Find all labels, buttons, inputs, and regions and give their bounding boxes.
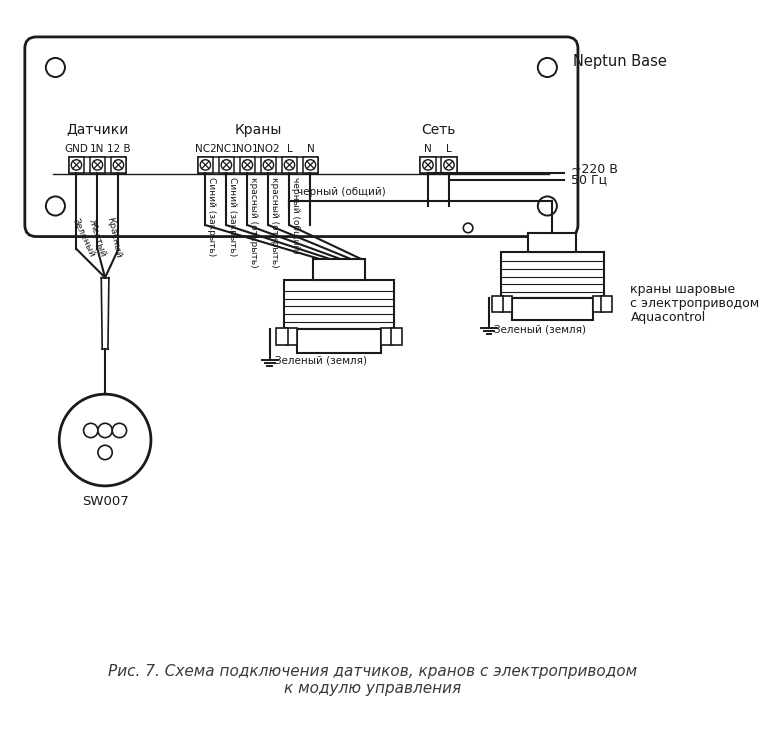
Circle shape <box>98 423 112 437</box>
Text: 12 В: 12 В <box>107 145 130 154</box>
Bar <box>198 157 318 172</box>
Circle shape <box>112 423 126 437</box>
Circle shape <box>243 160 253 170</box>
Text: черный (общий): черный (общий) <box>292 177 300 254</box>
Bar <box>69 157 126 172</box>
Text: Синий (закрыть): Синий (закрыть) <box>207 177 216 257</box>
Circle shape <box>98 445 112 459</box>
Text: GND: GND <box>65 145 88 154</box>
Circle shape <box>463 223 473 233</box>
Text: Синий (закрыть): Синий (закрыть) <box>229 177 237 257</box>
Circle shape <box>113 160 124 170</box>
Text: Сеть: Сеть <box>421 123 456 136</box>
Text: SW007: SW007 <box>82 495 129 508</box>
Bar <box>593 296 603 312</box>
Text: Красный: Красный <box>105 216 122 258</box>
Text: 50 Гц: 50 Гц <box>571 174 608 187</box>
Text: ~220 В: ~220 В <box>571 163 618 176</box>
Bar <box>303 157 318 172</box>
Text: NC1: NC1 <box>215 145 237 154</box>
Text: Датчики: Датчики <box>66 123 129 136</box>
Circle shape <box>71 160 82 170</box>
Bar <box>502 296 512 312</box>
Bar <box>239 157 255 172</box>
Circle shape <box>200 160 211 170</box>
Text: красный (открыть): красный (открыть) <box>271 177 279 268</box>
Circle shape <box>92 160 103 170</box>
Text: N: N <box>307 145 314 154</box>
Text: к модулю управления: к модулю управления <box>284 681 461 696</box>
Text: Желтый: Желтый <box>87 218 108 258</box>
Text: NC2: NC2 <box>194 145 216 154</box>
Text: Aquacontrol: Aquacontrol <box>630 311 706 325</box>
Bar <box>601 296 612 312</box>
Bar <box>285 328 297 346</box>
Text: N: N <box>424 145 432 154</box>
Circle shape <box>537 197 557 215</box>
Circle shape <box>423 160 433 170</box>
Bar <box>313 258 365 279</box>
Text: красный (открыть): красный (открыть) <box>250 177 258 268</box>
Bar <box>420 157 435 172</box>
Text: Краны: Краны <box>234 123 282 136</box>
Text: Зеленый (земля): Зеленый (земля) <box>494 325 586 334</box>
Circle shape <box>46 58 65 77</box>
Text: 1N: 1N <box>90 145 105 154</box>
Bar <box>218 157 234 172</box>
Bar <box>501 252 604 297</box>
Circle shape <box>284 160 295 170</box>
Bar <box>391 328 402 346</box>
Bar <box>284 279 394 329</box>
Text: Зеленый (земля): Зеленый (земля) <box>275 356 367 366</box>
Bar <box>528 233 576 252</box>
Circle shape <box>263 160 274 170</box>
Circle shape <box>46 197 65 215</box>
Text: краны шаровые: краны шаровые <box>630 282 736 296</box>
Bar <box>441 157 456 172</box>
Circle shape <box>537 58 557 77</box>
Bar <box>111 157 126 172</box>
Bar <box>276 328 288 346</box>
Circle shape <box>59 394 151 486</box>
Bar <box>90 157 105 172</box>
Bar <box>282 157 297 172</box>
Bar <box>69 157 84 172</box>
Text: черный (общий): черный (общий) <box>297 187 386 197</box>
Text: Рис. 7. Схема подключения датчиков, кранов с электроприводом: Рис. 7. Схема подключения датчиков, кран… <box>108 663 637 678</box>
Circle shape <box>222 160 232 170</box>
Circle shape <box>305 160 316 170</box>
Circle shape <box>444 160 454 170</box>
Bar <box>420 157 456 172</box>
Bar <box>381 328 392 346</box>
Text: Neptun Base: Neptun Base <box>573 54 667 69</box>
Bar <box>198 157 213 172</box>
Bar <box>261 157 276 172</box>
Bar <box>297 329 381 353</box>
Text: с электроприводом: с электроприводом <box>630 297 760 310</box>
Text: L: L <box>446 145 452 154</box>
Text: Зеленый: Зеленый <box>70 217 96 258</box>
FancyBboxPatch shape <box>25 37 578 236</box>
Text: NO2: NO2 <box>257 145 280 154</box>
Text: L: L <box>286 145 292 154</box>
Bar <box>492 296 503 312</box>
Circle shape <box>83 423 98 437</box>
Bar <box>512 297 593 320</box>
Text: NO1: NO1 <box>236 145 259 154</box>
